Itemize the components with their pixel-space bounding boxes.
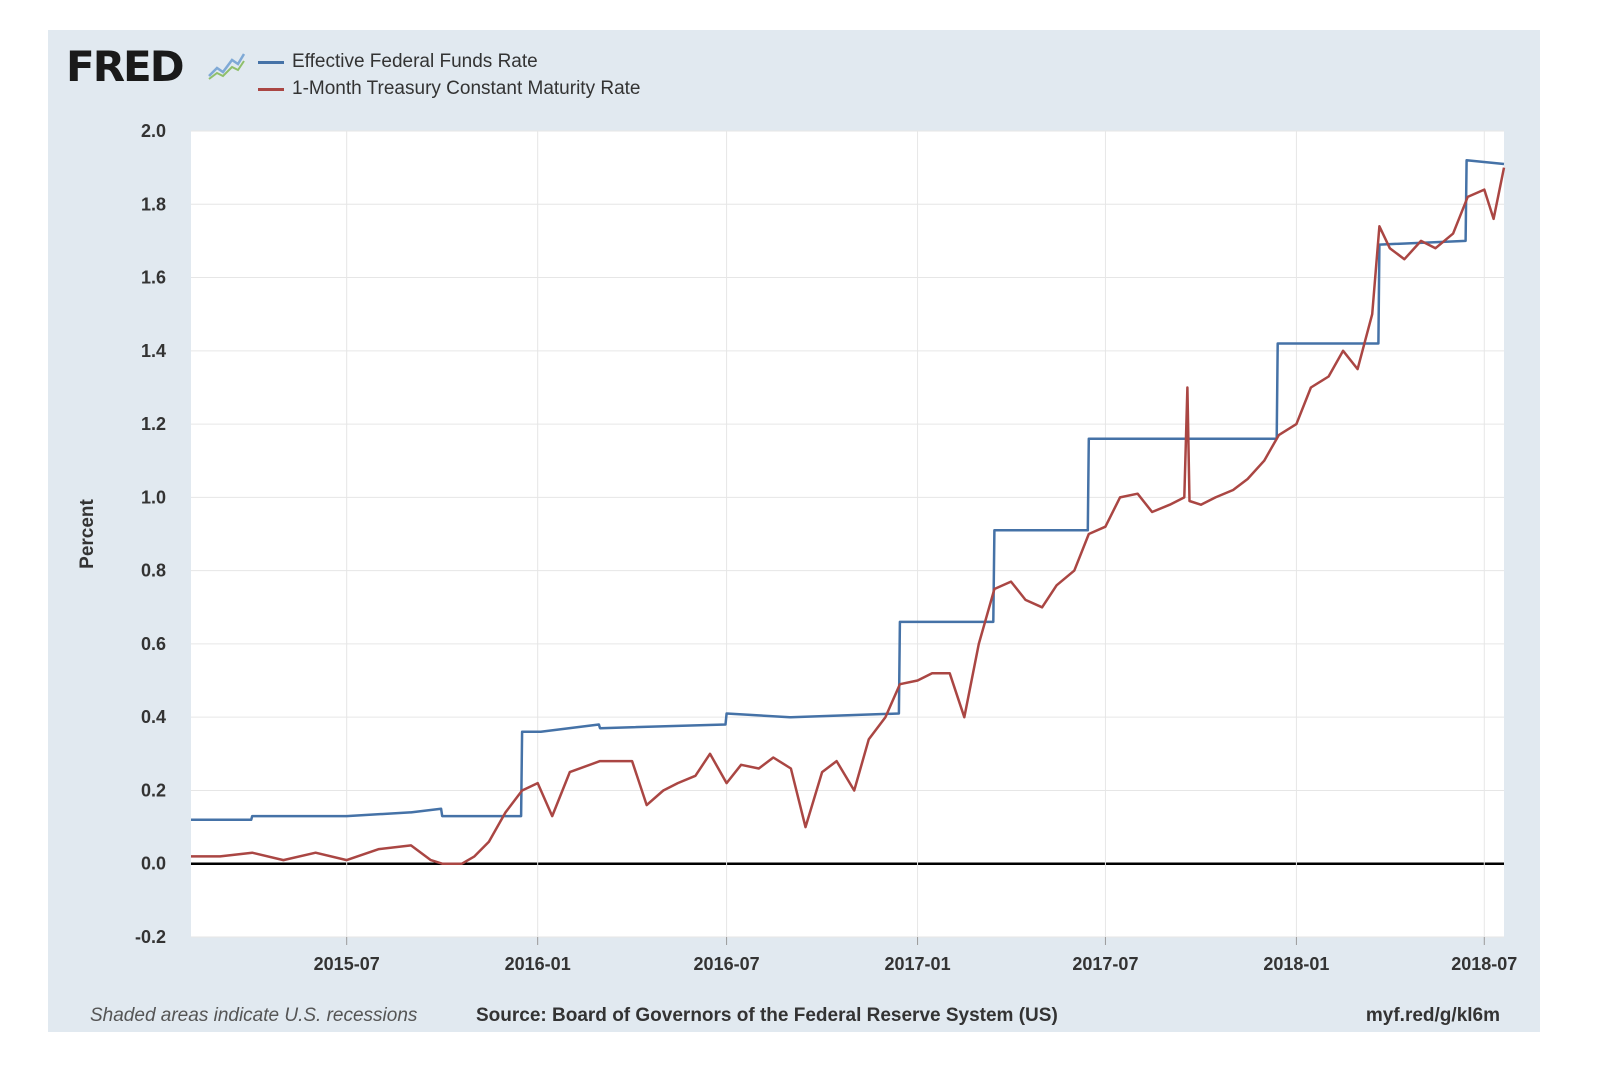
y-axis-label: Percent	[77, 498, 98, 568]
x-tick-label: 2016-01	[505, 954, 571, 974]
x-axis: 2015-07 2016-01 2016-07 2017-01 2017-07 2018-…	[314, 937, 1517, 974]
legend-label-tbill: 1-Month Treasury Constant Maturity Rate	[292, 78, 641, 99]
y-tick-label: 1.6	[141, 268, 166, 288]
recession-note: Shaded areas indicate U.S. recessions	[90, 1005, 418, 1026]
x-tick-label: 2018-01	[1263, 954, 1329, 974]
y-tick-label: 0.2	[141, 780, 166, 800]
gridlines	[191, 130, 1504, 938]
y-tick-label: 0.0	[141, 854, 166, 874]
series-line-tbill[interactable]	[191, 167, 1506, 865]
y-tick-label: 1.4	[141, 341, 166, 361]
x-tick-label: 2018-07	[1451, 954, 1517, 974]
y-tick-label: 1.0	[141, 487, 166, 507]
x-tick-label: 2015-07	[314, 954, 380, 974]
source-text: Source: Board of Governors of the Federa…	[476, 1005, 1058, 1026]
y-tick-label: 1.8	[141, 194, 166, 214]
x-tick-label: 2016-07	[694, 954, 760, 974]
line-chart[interactable]: 2.0 1.8 1.6 1.4 1.2 1.0 0.8 0.6 0.4 0.2 0.0 -0.2 20…	[0, 0, 1600, 1000]
x-tick-label: 2017-01	[885, 954, 951, 974]
y-tick-label: 2.0	[141, 121, 166, 141]
legend-swatch-tbill	[258, 87, 284, 91]
legend-label-fed-funds: Effective Federal Funds Rate	[292, 51, 538, 72]
short-link[interactable]: myf.red/g/kl6m	[1365, 1005, 1500, 1026]
y-tick-label: 0.6	[141, 634, 166, 654]
x-tick-label: 2017-07	[1072, 954, 1138, 974]
y-tick-label: 0.4	[141, 707, 166, 727]
series-group	[191, 159, 1506, 865]
legend-swatch-fed-funds	[258, 60, 284, 64]
y-tick-label: -0.2	[135, 927, 166, 947]
y-tick-label: 1.2	[141, 414, 166, 434]
y-tick-label: 0.8	[141, 561, 166, 581]
fred-logo[interactable]: FRED	[66, 42, 185, 91]
legend-item-tbill[interactable]: 1-Month Treasury Constant Maturity Rate	[258, 77, 640, 101]
y-axis: 2.0 1.8 1.6 1.4 1.2 1.0 0.8 0.6 0.4 0.2 0.0 -0.2	[135, 121, 166, 947]
legend-item-fed-funds[interactable]: Effective Federal Funds Rate	[258, 50, 538, 74]
trend-graph-icon	[206, 48, 246, 82]
series-line-fed-funds[interactable]	[191, 159, 1505, 822]
plot-area	[191, 131, 1504, 937]
